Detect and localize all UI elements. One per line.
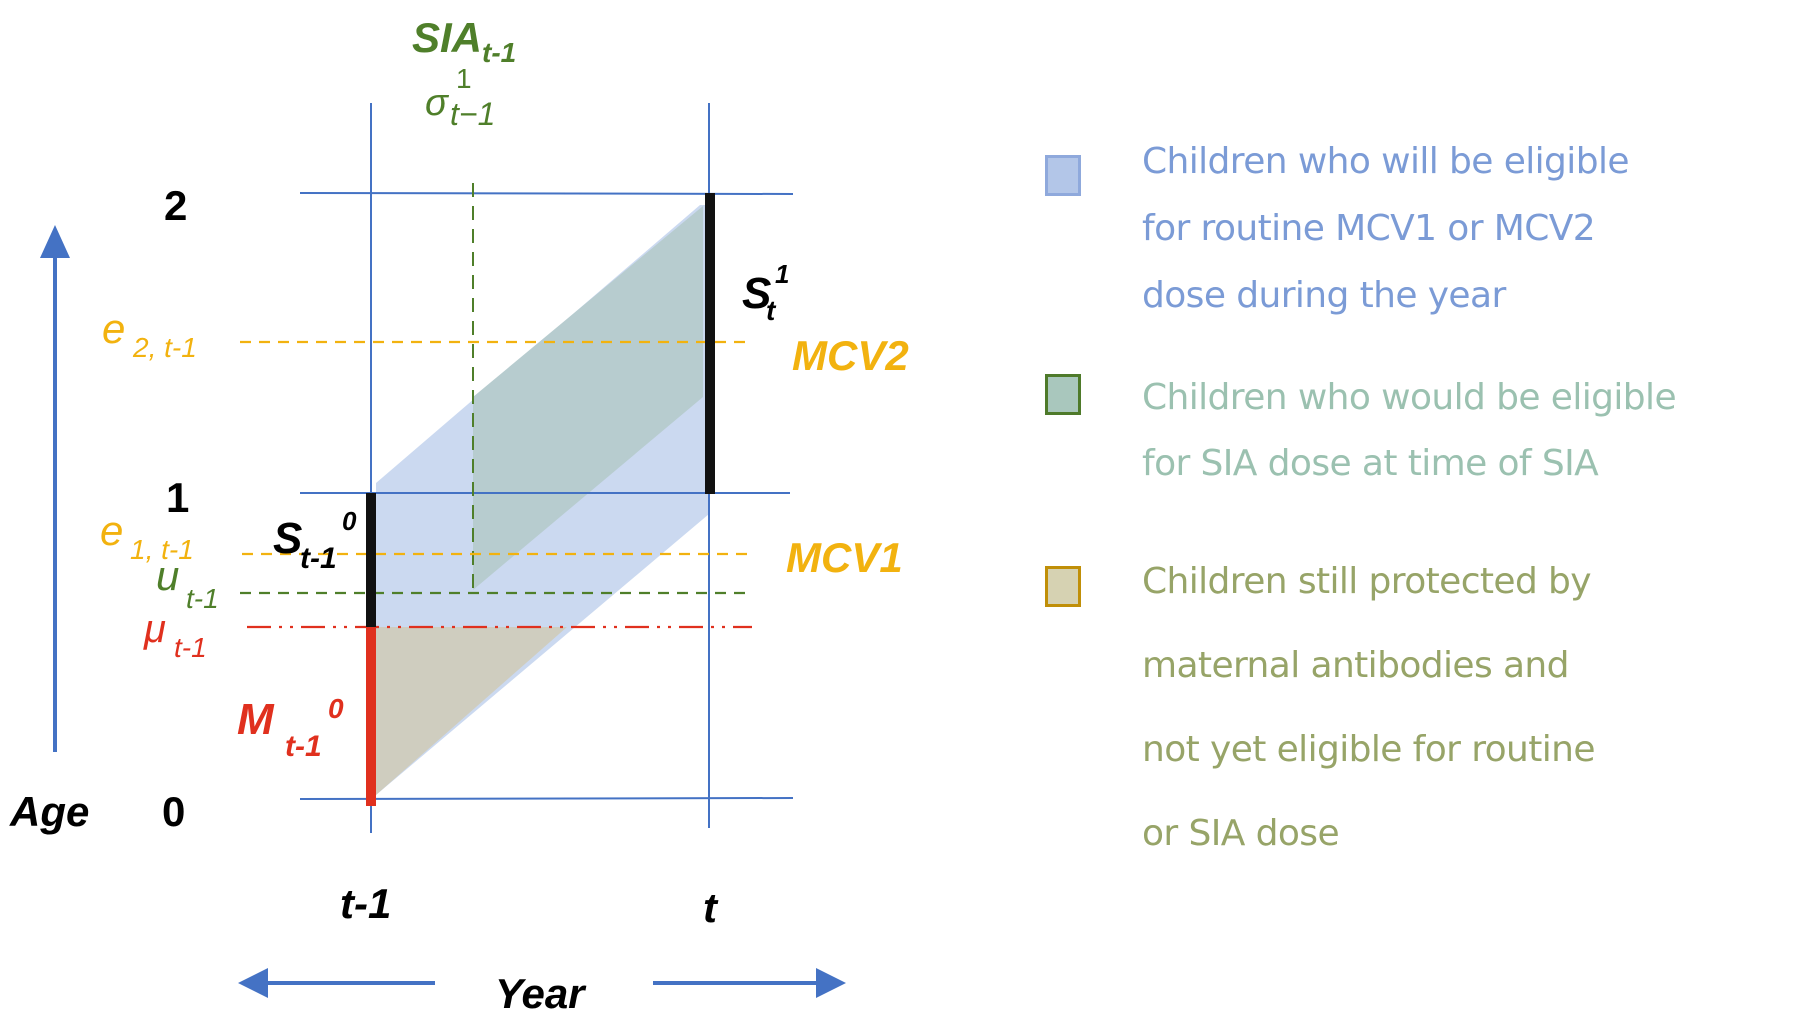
legend-item-routine: Children who will be eligible for routin… xyxy=(1142,128,1630,329)
year-axis-title: Year xyxy=(495,970,587,1017)
e1-label: e 1, t-1 xyxy=(100,507,194,565)
year-tick-t-1: t-1 xyxy=(340,880,391,927)
svg-text:t-1: t-1 xyxy=(174,632,207,663)
mcv1-label: MCV1 xyxy=(786,534,903,581)
legend-swatch-routine xyxy=(1045,155,1081,196)
legend-text-line: or SIA dose xyxy=(1142,813,1340,854)
u-label: u t-1 xyxy=(156,552,219,614)
age-tick-2: 2 xyxy=(164,182,187,229)
svg-text:0: 0 xyxy=(342,506,357,536)
svg-text:t: t xyxy=(766,295,777,326)
mu-label: μ t-1 xyxy=(143,607,207,663)
s-t-1-superscript-label: S t 1 xyxy=(742,259,789,326)
svg-text:e: e xyxy=(100,507,123,554)
arrow-right-icon xyxy=(816,968,846,998)
age-axis-title: Age xyxy=(9,788,89,835)
svg-text:μ: μ xyxy=(143,607,166,651)
year-tick-t: t xyxy=(703,884,719,931)
svg-text:t-1: t-1 xyxy=(285,730,322,763)
svg-text:t-1: t-1 xyxy=(186,583,219,614)
svg-text:0: 0 xyxy=(328,693,344,724)
legend-text-line: Children who will be eligible xyxy=(1142,141,1630,182)
arrow-left-icon xyxy=(238,968,268,998)
svg-text:1, t-1: 1, t-1 xyxy=(130,534,194,565)
legend-text-line: not yet eligible for routine xyxy=(1142,729,1596,770)
sigma-sup: 1 xyxy=(456,63,472,94)
sia-label: SIAt-1 xyxy=(412,14,516,68)
age-axis-arrow xyxy=(40,225,70,752)
legend-item-sia: Children who would be eligible for SIA d… xyxy=(1142,365,1677,497)
legend-swatch-sia xyxy=(1045,374,1081,415)
maternal-protected-region xyxy=(376,627,567,795)
legend-swatch-maternal xyxy=(1045,566,1081,607)
svg-text:S: S xyxy=(273,514,302,563)
arrow-up-icon xyxy=(40,225,70,258)
svg-text:1: 1 xyxy=(775,259,789,289)
svg-text:e: e xyxy=(102,305,125,352)
gridline-age-0 xyxy=(299,797,794,800)
legend-text-line: Children who would be eligible xyxy=(1142,377,1677,418)
e2-label: e 2, t-1 xyxy=(102,305,197,363)
mcv2-label: MCV2 xyxy=(792,332,909,379)
sigma-sub: t−1 xyxy=(450,96,495,132)
year-axis-arrows xyxy=(238,968,846,998)
age-tick-1: 1 xyxy=(166,474,189,521)
sigma-label: σ xyxy=(425,82,450,124)
svg-text:S: S xyxy=(742,269,771,318)
svg-text:u: u xyxy=(156,552,179,599)
svg-text:M: M xyxy=(237,695,275,744)
svg-text:t-1: t-1 xyxy=(300,542,337,575)
s-tminus1-label: S t-1 0 xyxy=(273,506,357,575)
legend-text-line: for SIA dose at time of SIA xyxy=(1142,443,1599,484)
gridline-age-2 xyxy=(299,192,794,195)
age-tick-0: 0 xyxy=(162,788,185,835)
legend-text-line: Children still protected by xyxy=(1142,561,1592,602)
legend-text-line: dose during the year xyxy=(1142,275,1506,316)
svg-text:2, t-1: 2, t-1 xyxy=(132,332,197,363)
legend-text-line: maternal antibodies and xyxy=(1142,645,1569,686)
legend-text-line: for routine MCV1 or MCV2 xyxy=(1142,208,1596,249)
legend-item-maternal: Children still protected by maternal ant… xyxy=(1142,540,1596,876)
m-tminus1-label: M t-1 0 xyxy=(237,693,344,763)
